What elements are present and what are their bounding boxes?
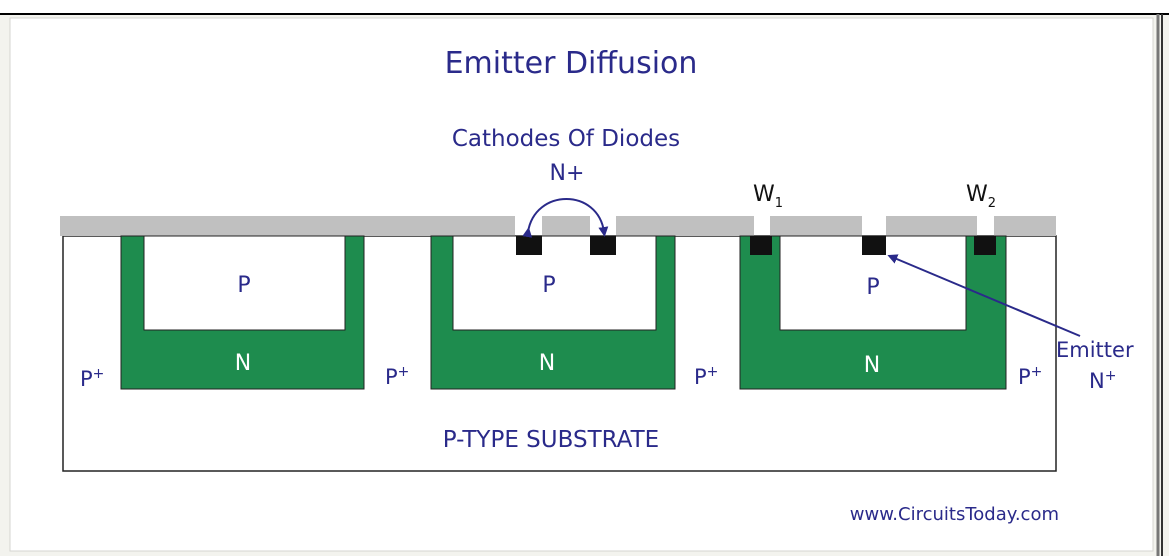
isolation-label: P+ [80, 366, 104, 391]
cathodes-annotation: Cathodes Of Diodes [452, 126, 680, 152]
well-2: P N [430, 235, 676, 390]
oxide-segment [542, 216, 590, 236]
cathode-curved-arrow [522, 198, 609, 238]
oxide-segment [770, 216, 862, 236]
p-label: P [237, 273, 250, 298]
oxide-layer [60, 216, 1056, 236]
well-3: P N [739, 235, 1007, 390]
n-label: N [539, 351, 555, 376]
p-label: P [866, 275, 879, 300]
n-label: N [864, 353, 880, 378]
emitter-n-plus-label: N+ [1089, 368, 1116, 393]
substrate-label: P-TYPE SUBSTRATE [443, 427, 659, 453]
n-plus-diffusion [862, 236, 886, 255]
w1-label: W1 [753, 182, 783, 211]
n-plus-label: N+ [550, 161, 585, 186]
w2-label: W2 [966, 182, 996, 211]
n-label: N [235, 351, 251, 376]
oxide-segment [886, 216, 977, 236]
well-1: P N [120, 235, 365, 390]
emitter-label: Emitter [1056, 338, 1134, 362]
diagram-title: Emitter Diffusion [445, 46, 698, 81]
oxide-segment [616, 216, 754, 236]
watermark-text: www.CircuitsToday.com [850, 504, 1059, 525]
n-plus-diffusion [750, 236, 772, 255]
p-region [143, 235, 346, 331]
emitter-pointer-arrow [887, 254, 1081, 337]
n-plus-diffusion [516, 236, 542, 255]
isolation-label: P+ [385, 364, 409, 389]
isolation-label: P+ [1018, 364, 1042, 389]
p-label: P [542, 273, 555, 298]
oxide-segment [994, 216, 1056, 236]
n-plus-diffusion [974, 236, 996, 255]
isolation-label: P+ [694, 364, 718, 389]
p-region [452, 235, 657, 331]
oxide-segment [60, 216, 515, 236]
n-plus-diffusion [590, 236, 616, 255]
